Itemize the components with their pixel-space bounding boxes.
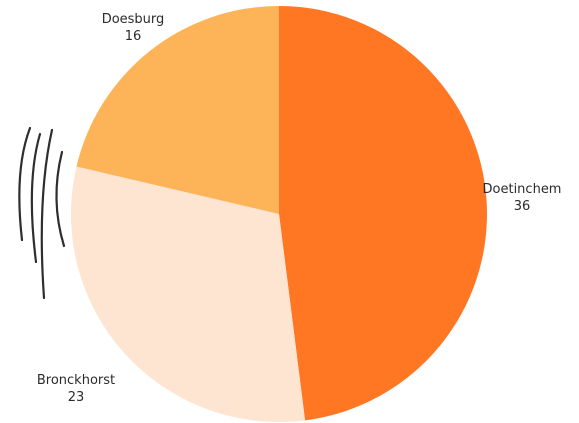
slice-value-bronckhorst: 23: [68, 390, 85, 405]
slice-value-doetinchem: 36: [514, 199, 531, 214]
pie-labels: Doetinchem 36 Bronckhorst 23 Doesburg 16: [37, 12, 562, 405]
pie-slices: [71, 6, 488, 422]
slice-label-doetinchem: Doetinchem: [483, 182, 562, 197]
slice-label-bronckhorst: Bronckhorst: [37, 373, 115, 388]
decorative-motion-lines: [18, 126, 66, 300]
pie-slice-bronckhorst: [71, 166, 306, 422]
slice-value-doesburg: 16: [125, 29, 142, 44]
pie-slice-doetinchem: [279, 6, 488, 421]
slice-label-doesburg: Doesburg: [102, 12, 165, 27]
pie-slice-doesburg: [76, 6, 279, 214]
